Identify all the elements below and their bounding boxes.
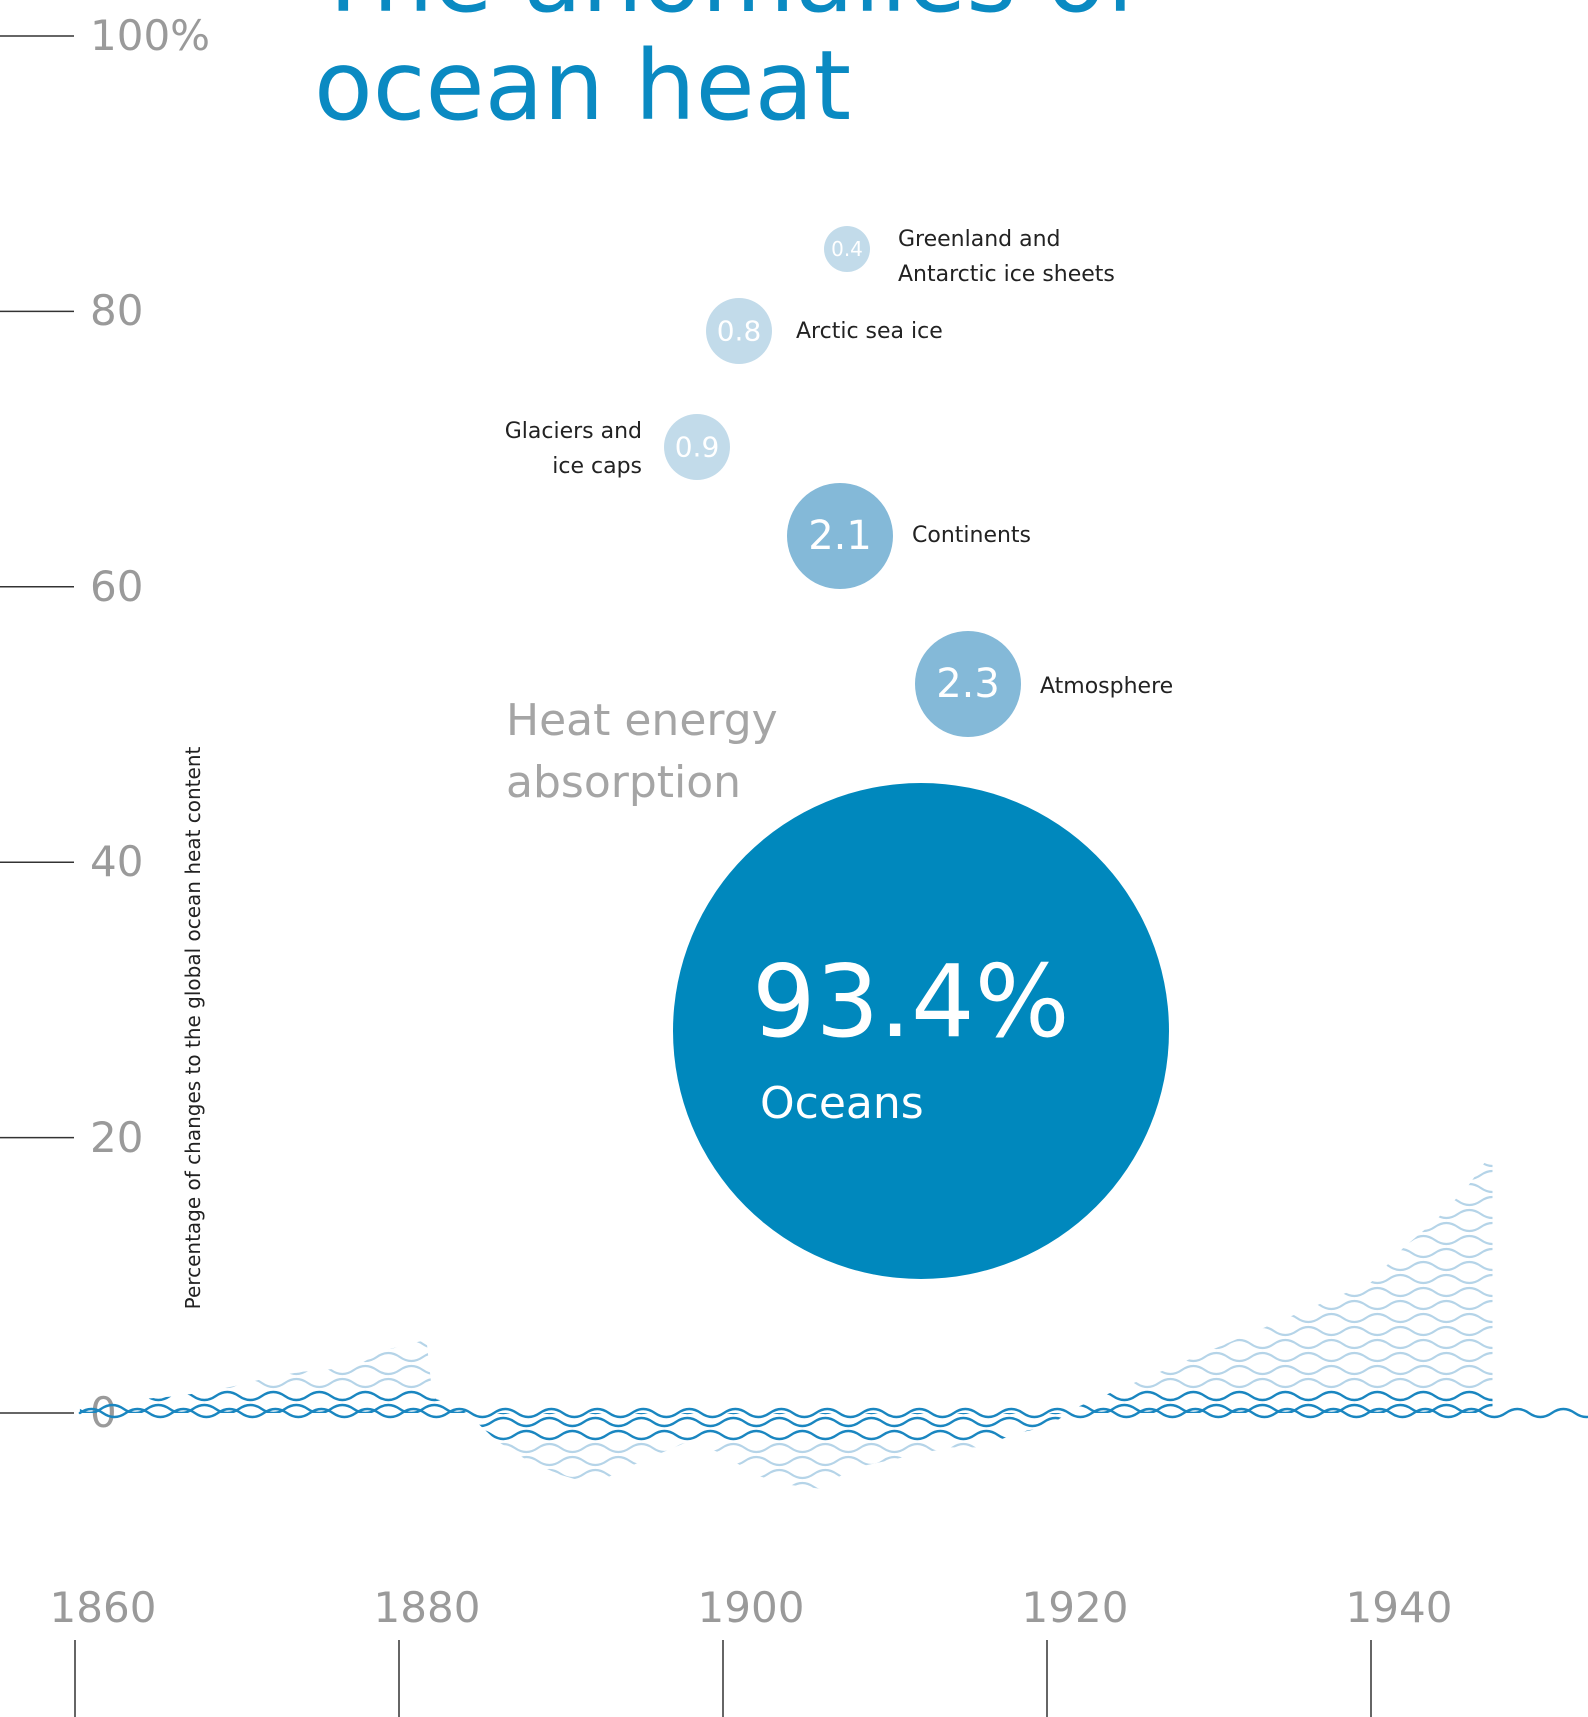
bubble-continents: [787, 483, 893, 589]
section-heading: Heat energy absorption: [506, 690, 778, 814]
wave-line: [79, 1442, 1493, 1454]
axis-ticks: [0, 35, 1372, 1717]
wave-line: [79, 1364, 1493, 1376]
x-tick-label: 1940: [1345, 1583, 1453, 1632]
bubble-greenland-and-antarctic-ice-sheets: [824, 226, 870, 272]
bubble-value-label: 2.3: [936, 661, 1000, 707]
oceans-label: Oceans: [760, 1078, 924, 1129]
y-tick-label: 60: [90, 561, 144, 611]
bubble-arctic-sea-ice: [706, 298, 772, 364]
wave-line: [79, 1377, 1493, 1389]
wave-line: [79, 1325, 1493, 1337]
y-tick-label: 100%: [90, 11, 211, 60]
wave-line: [79, 1338, 1493, 1350]
bubble-label-atmosphere: Atmosphere: [1040, 674, 1174, 699]
wave-line: [79, 1468, 1493, 1480]
bubble-glaciers-and-ice-caps: [664, 414, 730, 480]
bubble-label-ice-sheets: Greenland and Antarctic ice sheets: [898, 222, 1115, 292]
y-tick-label: 20: [90, 1112, 144, 1162]
bubble-label-line: Antarctic ice sheets: [898, 262, 1115, 287]
bubbles: 2.3 2.1 0.9 0.8 0.4: [664, 226, 1169, 1279]
x-tick-label: 1920: [1021, 1583, 1129, 1632]
x-tick-label: 1900: [697, 1583, 805, 1632]
y-tick-label: 40: [90, 837, 144, 887]
bubble-label-line: Greenland and: [898, 227, 1061, 252]
wave-line: [79, 1273, 1493, 1285]
wave-line: [79, 1390, 1493, 1402]
wave-line: [79, 1455, 1493, 1467]
wave-line: [79, 1416, 1493, 1428]
bubble-label-glaciers: Glaciers and ice caps: [505, 414, 642, 484]
wave-line: [79, 1481, 1493, 1489]
wave-line: [79, 1312, 1493, 1324]
bubble-label-continents: Continents: [912, 523, 1032, 548]
y-tick-label: 80: [90, 286, 144, 336]
wave-line: [0, 1496, 1588, 1504]
wave-line: [79, 1429, 1493, 1441]
bubble-value-label: 0.4: [831, 237, 863, 261]
chart-title-line-1: The anomalies of: [314, 0, 1139, 26]
zero-baseline-wave: [78, 1407, 1588, 1419]
bubble-value-label: 0.9: [675, 431, 720, 464]
bubble-atmosphere: [915, 631, 1021, 737]
section-heading-line-2: absorption: [506, 757, 742, 808]
chart-title-line-2: ocean heat: [314, 30, 852, 142]
wave-line: [79, 1351, 1493, 1363]
oceans-value: 93.4%: [752, 943, 1070, 1060]
wave-line: [79, 1247, 1493, 1259]
wave-line: [79, 1286, 1493, 1298]
section-heading-line-1: Heat energy: [506, 695, 778, 746]
bubble-label-arctic-sea-ice: Arctic sea ice: [796, 319, 943, 344]
wave-line: [79, 1260, 1493, 1272]
bubble-label-line: ice caps: [552, 454, 642, 479]
bubble-oceans: [673, 783, 1169, 1279]
bubble-value-label: 2.1: [808, 513, 872, 559]
wave-line: [79, 1299, 1493, 1311]
bubble-value-label: 0.8: [717, 315, 762, 348]
x-tick-label: 1880: [373, 1583, 481, 1632]
bubble-label-line: Glaciers and: [504, 419, 642, 444]
x-tick-label: 1860: [49, 1583, 157, 1632]
